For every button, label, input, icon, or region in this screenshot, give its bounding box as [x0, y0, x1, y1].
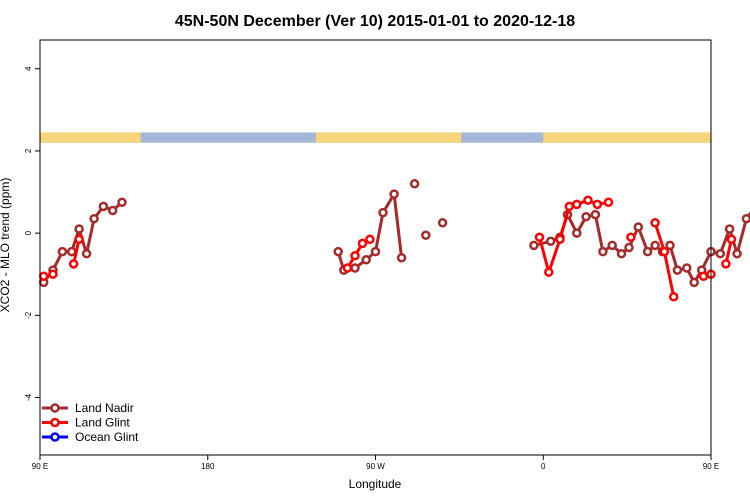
data-point — [81, 248, 92, 259]
x-tick-label: 90 E — [703, 462, 719, 471]
data-point — [642, 246, 653, 257]
data-point — [350, 263, 360, 273]
legend-swatch-marker — [50, 403, 60, 413]
series-layer — [38, 179, 750, 302]
data-point — [117, 197, 127, 208]
data-point — [544, 267, 554, 277]
data-point — [38, 271, 49, 282]
map-strip-land-2 — [543, 132, 711, 143]
data-point — [421, 230, 431, 240]
y-tick-label: -4 — [24, 393, 33, 401]
data-point — [598, 246, 608, 257]
data-point — [590, 209, 601, 220]
data-point — [564, 201, 575, 212]
series-land-glint — [38, 195, 737, 302]
data-point — [409, 179, 420, 189]
data-point — [572, 228, 582, 238]
legend-label: Ocean Glint — [75, 430, 139, 444]
data-point — [650, 218, 660, 228]
data-point — [581, 211, 591, 222]
legend-item: Land Nadir — [42, 401, 134, 415]
y-axis: 4 2 0 -2 -4 — [24, 66, 40, 401]
y-tick-label: 4 — [24, 66, 33, 71]
data-point — [715, 248, 726, 259]
x-tick-label: 0 — [541, 462, 546, 471]
legend-label: Land Glint — [75, 416, 130, 430]
data-point — [350, 250, 360, 261]
y-axis-label: XCO2 - MLO trend (ppm) — [0, 178, 12, 313]
data-point — [689, 277, 699, 288]
data-point — [741, 213, 750, 224]
legend-item: Ocean Glint — [42, 430, 139, 444]
data-point — [555, 234, 565, 245]
legend-swatch-marker — [50, 417, 60, 428]
data-point — [633, 222, 644, 232]
map-strip — [40, 132, 711, 143]
data-point — [682, 263, 692, 273]
data-point — [66, 246, 77, 257]
data-point — [342, 263, 353, 273]
data-point — [665, 240, 675, 251]
series-line — [653, 222, 676, 298]
data-point — [74, 224, 84, 234]
data-point — [68, 259, 79, 269]
legend-label: Land Nadir — [75, 401, 134, 415]
data-point — [724, 224, 735, 234]
data-point — [572, 199, 582, 210]
data-point — [370, 246, 381, 257]
data-point — [607, 240, 617, 251]
data-point — [672, 265, 683, 275]
map-strip-land-0 — [40, 132, 141, 143]
x-tick-label: 90 E — [32, 462, 48, 471]
legend-item: Land Glint — [42, 416, 130, 430]
series-land-nadir — [38, 179, 750, 288]
data-point — [545, 236, 556, 247]
y-tick-label: 0 — [24, 230, 33, 235]
data-point — [626, 232, 636, 242]
data-point — [529, 240, 539, 251]
data-point — [592, 199, 603, 210]
data-point — [57, 246, 68, 257]
data-point — [624, 242, 634, 253]
data-point — [650, 240, 660, 251]
data-point — [583, 195, 593, 205]
legend-swatch-marker — [50, 432, 60, 442]
data-point — [698, 271, 709, 282]
data-point — [48, 269, 58, 279]
data-point — [603, 197, 614, 208]
data-point — [361, 255, 371, 265]
data-point — [396, 253, 407, 263]
data-point — [534, 232, 545, 242]
data-point — [357, 238, 368, 249]
data-point — [74, 234, 84, 245]
x-tick-label: 180 — [201, 462, 215, 471]
data-point — [732, 248, 742, 259]
x-axis: 90 E 180 90 W 0 90 E — [32, 455, 719, 471]
chart-title: 45N-50N December (Ver 10) 2015-01-01 to … — [175, 13, 575, 30]
data-point — [107, 205, 118, 216]
data-point — [365, 234, 375, 245]
data-point — [616, 248, 627, 259]
y-tick-label: -2 — [24, 311, 33, 319]
data-point — [721, 259, 731, 269]
data-point — [98, 201, 109, 212]
map-strip-land-1 — [315, 132, 462, 143]
data-point — [659, 246, 670, 257]
data-point — [726, 234, 737, 245]
y-tick-label: 2 — [24, 148, 33, 153]
data-point — [89, 213, 99, 224]
data-point — [437, 218, 448, 228]
data-point — [668, 292, 679, 302]
data-point — [389, 189, 399, 199]
x-axis-label: Longitude — [349, 477, 402, 491]
data-point — [378, 207, 388, 218]
x-tick-label: 90 W — [366, 462, 385, 471]
data-point — [333, 246, 343, 257]
